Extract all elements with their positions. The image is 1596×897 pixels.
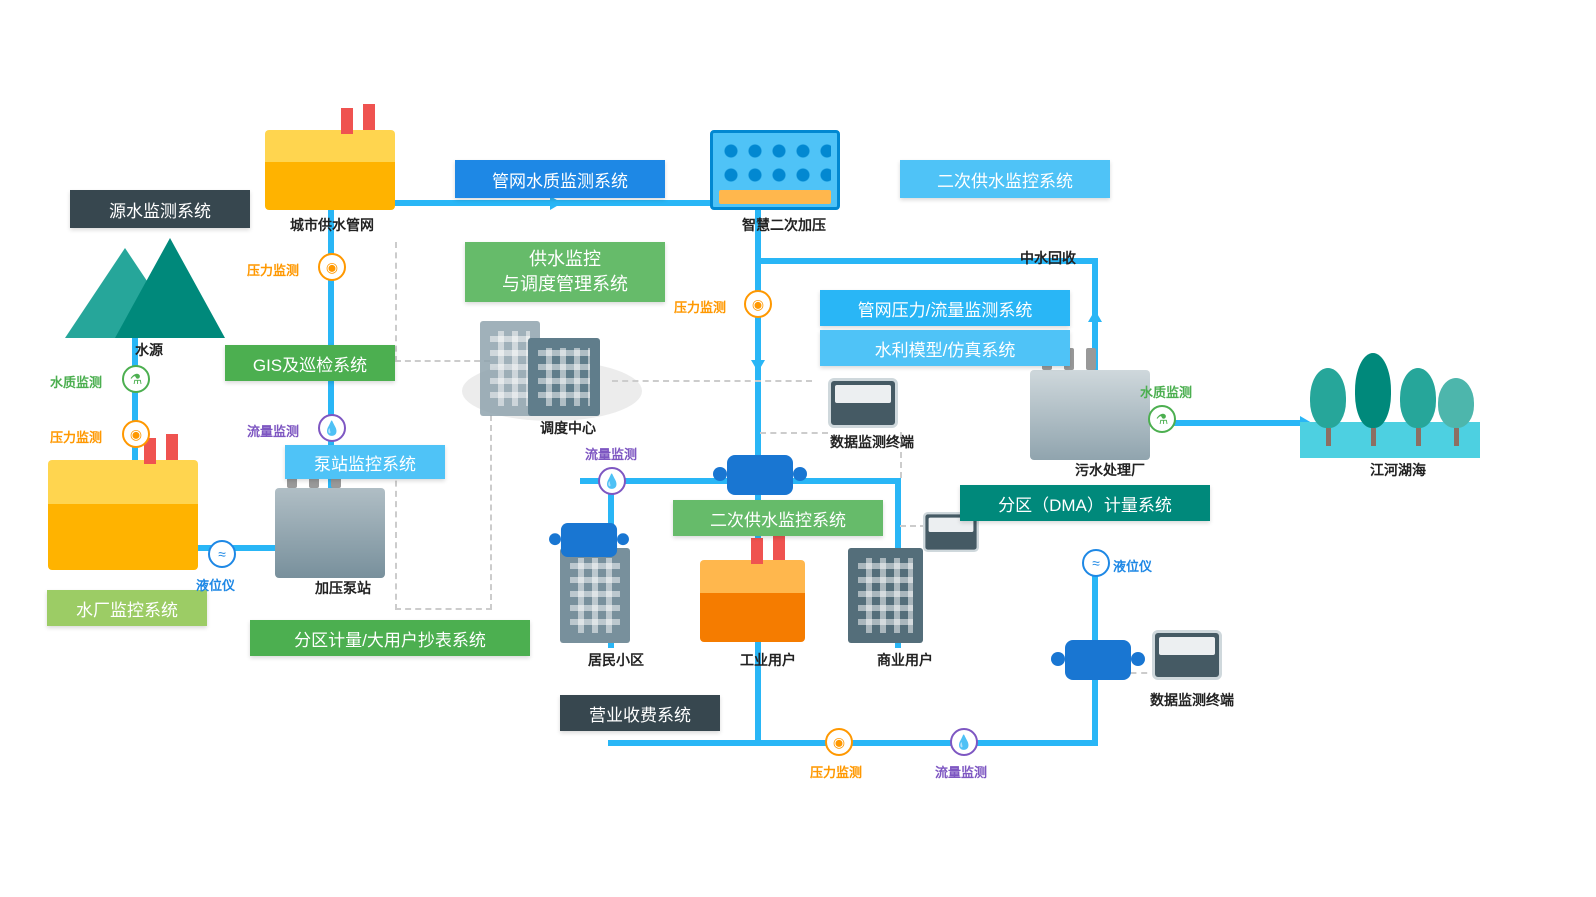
dispatch-center-label: 调度中心 [540, 418, 596, 438]
level-sensor-icon: ≈ [1082, 549, 1110, 577]
secondary-supply-mid-box: 二次供水监控系统 [673, 500, 883, 536]
industrial-label: 工业用户 [740, 650, 796, 670]
flow-sensor-icon: 💧 [318, 414, 346, 442]
water-source-label: 水源 [135, 340, 163, 360]
river-label: 江河湖海 [1370, 460, 1426, 480]
water-meter-device [727, 455, 793, 495]
data-terminal-2-label: 数据监测终端 [1150, 690, 1234, 710]
secondary-supply-top-box: 二次供水监控系统 [900, 160, 1110, 198]
industrial-illustration [700, 560, 805, 642]
dashed-line [395, 608, 492, 610]
pressure-sensor-icon: ◉ [825, 728, 853, 756]
source-water-system-box: 源水监测系统 [70, 190, 250, 228]
residential-label: 居民小区 [588, 650, 644, 670]
water-meter-device [1065, 640, 1131, 680]
pressure-sensor-icon: ◉ [318, 253, 346, 281]
smart-secondary-label: 智慧二次加压 [742, 215, 826, 235]
pump-station-system-box: 泵站监控系统 [285, 445, 445, 479]
flow-line [608, 740, 1098, 746]
flow-sensor-label: 流量监测 [585, 444, 637, 463]
recycled-label: 中水回收 [1020, 248, 1076, 268]
pump-factory-label: 加压泵站 [315, 578, 371, 598]
commercial-label: 商业用户 [877, 650, 933, 670]
pressure-sensor-label: 压力监测 [674, 297, 726, 316]
level-sensor-label: 液位仪 [1113, 556, 1152, 575]
flow-sensor-icon: 💧 [950, 728, 978, 756]
flow-sensor-label: 流量监测 [247, 421, 299, 440]
quality-sensor-icon: ⚗ [122, 365, 150, 393]
data-terminal-device [1152, 630, 1222, 680]
sewage-label: 污水处理厂 [1075, 460, 1145, 480]
billing-system-box: 营业收费系统 [560, 695, 720, 731]
flow-sensor-icon: 💧 [598, 467, 626, 495]
quality-sensor-label: 水质监测 [50, 372, 102, 391]
city-pipe-illustration [265, 130, 395, 210]
pressure-sensor-icon: ◉ [744, 290, 772, 318]
data-terminal-device [828, 378, 898, 428]
pressure-sensor-label: 压力监测 [247, 260, 299, 279]
water-meter-device [561, 523, 617, 557]
pressure-sensor-label: 压力监测 [50, 427, 102, 446]
city-pipe-label: 城市供水管网 [290, 215, 374, 235]
level-sensor-label: 液位仪 [196, 575, 235, 594]
flow-sensor-label: 流量监测 [935, 762, 987, 781]
commercial-illustration [848, 548, 923, 643]
smart-secondary-illustration [710, 130, 840, 210]
residential-illustration [560, 548, 630, 643]
zone-meter-box: 分区计量/大用户抄表系统 [250, 620, 530, 656]
dashed-line [612, 380, 812, 382]
monitor-dispatch-line2: 与调度管理系统 [502, 272, 628, 297]
sewage-plant-illustration [1030, 370, 1150, 460]
data-terminal-1-label: 数据监测终端 [830, 432, 914, 452]
dashed-line [490, 415, 492, 610]
plant-monitor-box: 水厂监控系统 [47, 590, 207, 626]
pipe-quality-system-box: 管网水质监测系统 [455, 160, 665, 198]
monitor-dispatch-line1: 供水监控 [529, 247, 601, 272]
monitor-dispatch-box: 供水监控 与调度管理系统 [465, 242, 665, 302]
dashed-line [395, 460, 397, 610]
dashed-line [395, 242, 397, 362]
pressure-sensor-label: 压力监测 [810, 762, 862, 781]
arrow-icon [751, 360, 765, 372]
dashed-line [760, 432, 828, 434]
quality-sensor-label: 水质监测 [1140, 382, 1192, 401]
pipe-pressure-system-box: 管网压力/流量监测系统 [820, 290, 1070, 326]
dashed-line [395, 360, 490, 362]
water-source-illustration [65, 228, 235, 338]
arrow-icon [550, 196, 562, 210]
quality-sensor-icon: ⚗ [1148, 405, 1176, 433]
pump-station-illustration [275, 488, 385, 578]
level-sensor-icon: ≈ [208, 540, 236, 568]
river-illustration [1300, 338, 1480, 458]
pressure-sensor-icon: ◉ [122, 420, 150, 448]
water-plant-illustration [48, 460, 198, 570]
hydraulic-model-box: 水利模型/仿真系统 [820, 330, 1070, 366]
gis-system-box: GIS及巡检系统 [225, 345, 395, 381]
arrow-icon [1088, 310, 1102, 322]
dma-system-box: 分区（DMA）计量系统 [960, 485, 1210, 521]
dispatch-center-illustration [480, 316, 620, 416]
